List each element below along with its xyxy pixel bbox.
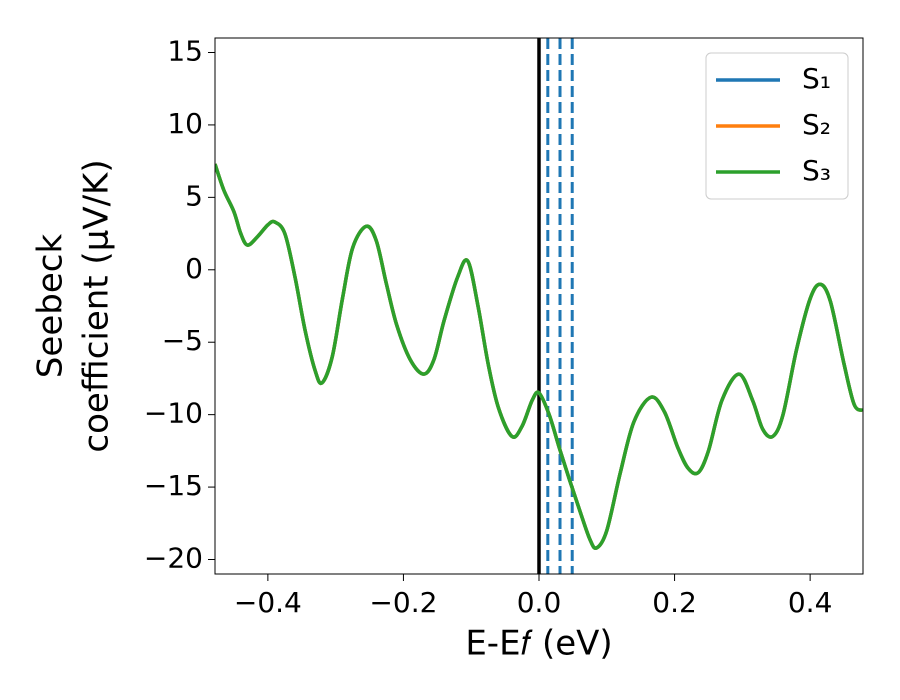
x-tick-label: 0.0 xyxy=(517,586,562,619)
y-tick-label: −15 xyxy=(144,469,203,502)
y-tick-label: 10 xyxy=(167,107,203,140)
y-tick-label: 5 xyxy=(185,179,203,212)
x-tick-label: 0.2 xyxy=(652,586,697,619)
y-axis-label: coefficient (μV/K) xyxy=(77,159,117,452)
axes-frame xyxy=(214,37,864,575)
series-line xyxy=(215,163,863,550)
y-tick-label: −5 xyxy=(162,324,203,357)
y-tick-label: 15 xyxy=(167,34,203,67)
x-tick-label: 0.4 xyxy=(788,586,833,619)
plot-area xyxy=(215,38,863,574)
x-tick-label: −0.2 xyxy=(369,586,437,619)
legend-label: S₃ xyxy=(802,154,831,187)
x-axis-label: E-E𝑓 (eV) xyxy=(465,624,612,664)
legend-label: S₁ xyxy=(802,62,831,95)
legend-label: S₂ xyxy=(802,108,831,141)
x-tick-label: −0.4 xyxy=(234,586,302,619)
y-tick-label: 0 xyxy=(185,252,203,285)
y-tick-label: −20 xyxy=(144,542,203,575)
y-axis-label: Seebeck xyxy=(31,234,71,379)
y-tick-label: −10 xyxy=(144,397,203,430)
